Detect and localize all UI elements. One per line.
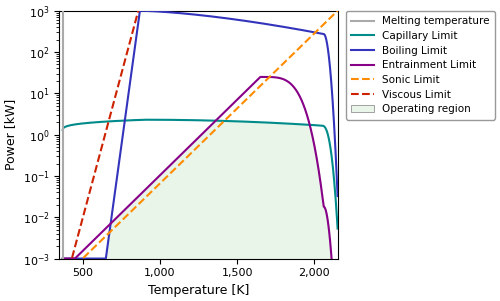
X-axis label: Temperature [K]: Temperature [K] <box>148 284 249 297</box>
Legend: Melting temperature, Capillary Limit, Boiling Limit, Entrainment Limit, Sonic Li: Melting temperature, Capillary Limit, Bo… <box>346 11 494 119</box>
Y-axis label: Power [kW]: Power [kW] <box>4 99 17 170</box>
